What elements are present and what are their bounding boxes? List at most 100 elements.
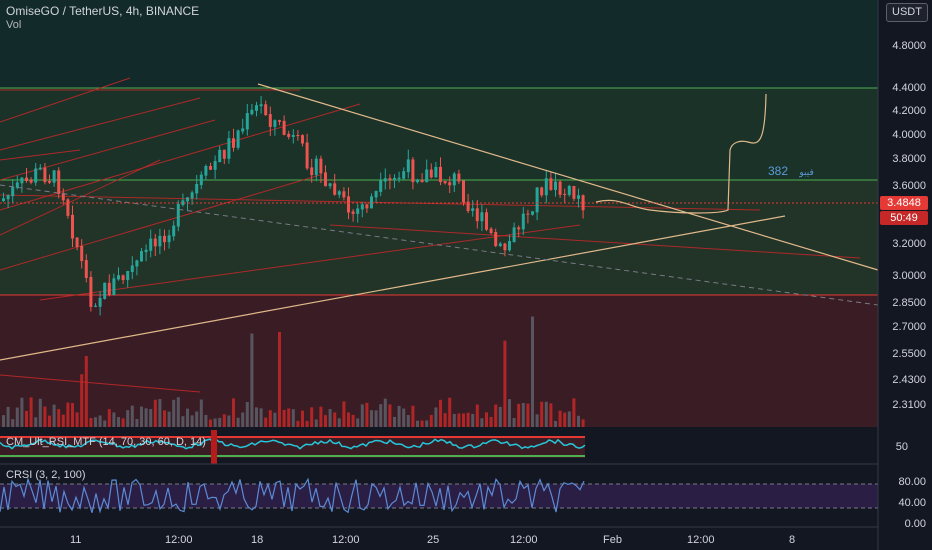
candle-body [121,275,125,281]
volume-bar [158,399,162,427]
candle-body [144,249,148,253]
time-axis-label: 12:00 [510,534,538,546]
candle-body [558,181,562,195]
ascending-trendline [0,215,786,361]
candle-body [38,167,42,170]
candle-body [11,186,15,197]
candle-body [342,191,346,198]
candle-body [57,170,61,194]
candle-body [296,134,300,137]
volume-bar [554,420,557,427]
currency-button[interactable]: USDT [886,3,928,22]
time-axis-label: 12:00 [332,534,360,546]
volume-bar [328,409,332,427]
indicator2-axis-40: 40.00 [898,497,926,509]
volume-bar [466,412,470,427]
volume-bar [397,405,401,427]
price-axis-label: 2.7000 [892,321,926,333]
indicator1-label[interactable]: CM_Ult_RSI_MTF (14, 70, 30, 60, D, 14) [6,436,206,448]
candle-body [356,208,360,214]
volume-bar [489,416,493,427]
candle-body [544,178,548,196]
price-axis-label: 3.6000 [892,180,926,192]
candle-body [494,232,498,247]
volume-bar [577,415,580,427]
price-axis-label: 4.2000 [892,105,926,117]
candle-body [94,305,97,307]
candle-body [420,179,424,183]
time-axis-label: Feb [603,534,622,546]
candle-body [227,138,231,159]
candle-body [475,208,479,222]
volume-bar [172,399,176,427]
volume-bar [434,407,438,427]
candle-body [98,297,102,307]
candle-body [429,169,433,178]
candle-body [66,199,70,216]
candle-body [540,187,544,196]
volume-label: Vol [6,19,22,31]
volume-bar [342,401,346,427]
volume-bar [439,399,442,427]
zone-mid [0,180,878,295]
candle-body [273,120,277,127]
drawn-red-line [0,77,131,123]
candle-body [567,185,571,195]
volume-bar [494,404,498,427]
volume-bar [268,410,272,427]
price-axis-label: 3.2000 [892,238,926,250]
volume-bar [393,416,396,427]
candle-body [107,282,111,295]
candle-body [393,177,396,181]
volume-bar [204,414,208,427]
candle-body [278,120,281,122]
candle-body [20,177,24,184]
volume-bar [521,402,525,427]
volume-bar [61,414,65,427]
volume-bar [199,399,203,427]
volume-bar [227,415,231,427]
candle-body [103,282,107,299]
drawn-red-line [0,159,161,236]
candle-body [2,198,5,201]
candle-body [466,201,470,211]
candle-body [149,238,153,251]
indicator2-label[interactable]: CRSI (3, 2, 100) [6,469,86,481]
candle-body [485,212,488,230]
volume-bar [310,407,314,427]
volume-bar [360,404,364,427]
volume-bar [149,409,153,427]
candle-body [521,213,525,230]
candle-body [117,275,120,280]
time-axis-label: 11 [70,534,82,546]
candle-body [554,181,557,190]
indicator2-line [0,477,585,514]
volume-bar [480,418,484,427]
candle-body [324,172,327,187]
indicator2-band [0,484,878,508]
price-axis-label: 4.4000 [892,82,926,94]
candle-body [218,149,222,163]
volume-bar [15,407,19,427]
candle-body [388,178,392,181]
price-axis-label: 2.8500 [892,297,926,309]
candle-body [448,182,452,186]
volume-bar [98,415,102,427]
volume-bar [2,415,5,427]
volume-bar [94,417,97,427]
volume-bar [383,398,387,427]
candle-body [245,113,249,130]
candle-body [577,195,580,199]
candle-body [236,130,240,148]
volume-bar [356,418,360,427]
indicator1-highlight [211,430,217,464]
volume-bar [176,397,180,427]
volume-bar [319,406,323,427]
candle-body [282,120,286,135]
volume-bar [452,413,456,427]
indicator1-axis-50: 50 [895,441,908,453]
volume-bar [278,331,281,427]
candle-body [347,196,350,213]
